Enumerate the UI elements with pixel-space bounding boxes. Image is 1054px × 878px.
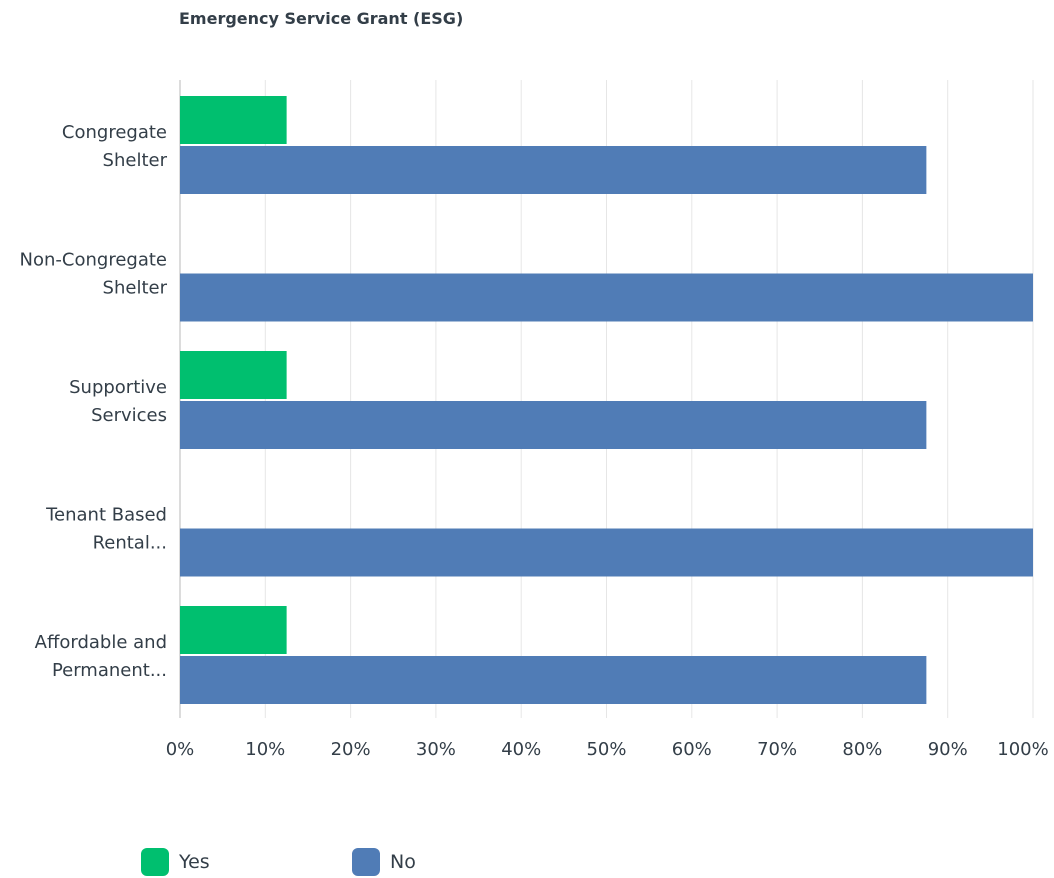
category-label-congregate-shelter-line-2: Shelter bbox=[103, 150, 168, 171]
category-label-non-congregate-shelter-line-2: Shelter bbox=[103, 278, 168, 299]
legend-item-no[interactable]: No bbox=[352, 848, 416, 876]
x-tick-label-60: 60% bbox=[672, 739, 712, 760]
legend-item-yes[interactable]: Yes bbox=[141, 848, 210, 876]
bar-yes-affordable-and-permanent[interactable] bbox=[180, 606, 287, 654]
x-tick-label-70: 70% bbox=[757, 739, 797, 760]
x-tick-label-90: 90% bbox=[928, 739, 968, 760]
bar-no-non-congregate-shelter[interactable] bbox=[180, 273, 1033, 322]
x-tick-label-10: 10% bbox=[245, 739, 285, 760]
bar-no-tenant-based-rental[interactable] bbox=[180, 528, 1033, 577]
category-label-tenant-based-rental-line-1: Tenant Based bbox=[45, 505, 167, 526]
x-tick-label-0: 0% bbox=[166, 739, 195, 760]
x-tick-label-50: 50% bbox=[586, 739, 626, 760]
legend-swatch-yes bbox=[141, 848, 169, 876]
bar-yes-supportive-services[interactable] bbox=[180, 351, 287, 399]
legend-label-yes: Yes bbox=[179, 851, 210, 873]
x-tick-label-30: 30% bbox=[416, 739, 456, 760]
category-label-non-congregate-shelter-line-1: Non-Congregate bbox=[20, 250, 167, 271]
legend-label-no: No bbox=[390, 851, 416, 873]
category-label-tenant-based-rental-line-2: Rental... bbox=[93, 533, 167, 554]
category-label-affordable-and-permanent-line-2: Permanent... bbox=[52, 660, 167, 681]
category-label-supportive-services-line-1: Supportive bbox=[69, 377, 167, 398]
bar-yes-congregate-shelter[interactable] bbox=[180, 96, 287, 144]
category-label-supportive-services-line-2: Services bbox=[91, 405, 167, 426]
category-label-affordable-and-permanent-line-1: Affordable and bbox=[35, 632, 167, 653]
x-tick-label-100: 100% bbox=[997, 739, 1048, 760]
bar-no-affordable-and-permanent[interactable] bbox=[180, 656, 927, 704]
x-tick-label-80: 80% bbox=[842, 739, 882, 760]
legend-swatch-no bbox=[352, 848, 380, 876]
category-label-congregate-shelter-line-1: Congregate bbox=[62, 122, 167, 143]
bar-no-supportive-services[interactable] bbox=[180, 401, 927, 449]
chart-title: Emergency Service Grant (ESG) bbox=[179, 9, 464, 28]
x-tick-label-20: 20% bbox=[331, 739, 371, 760]
x-tick-label-40: 40% bbox=[501, 739, 541, 760]
bar-no-congregate-shelter[interactable] bbox=[180, 146, 927, 194]
